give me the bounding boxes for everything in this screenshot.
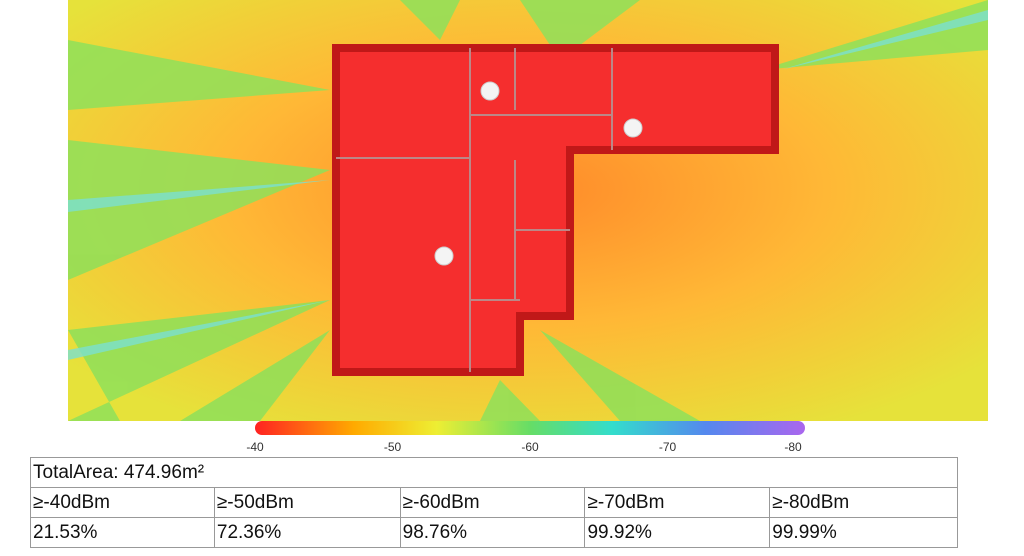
total-area: TotalArea: 474.96m²	[30, 457, 958, 488]
colorbar	[255, 421, 805, 435]
table-cell: 99.99%	[769, 517, 958, 548]
colorbar-tick-label: -70	[659, 440, 677, 454]
table-cell: 21.53%	[30, 517, 215, 548]
weak-zones	[68, 0, 988, 421]
table-cell: ≥-60dBm	[399, 487, 586, 518]
table-cell: ≥-40dBm	[30, 487, 215, 518]
header-row: ≥-40dBm ≥-50dBm ≥-60dBm ≥-70dBm ≥-80dBm	[30, 487, 958, 518]
floor-plan	[332, 44, 779, 376]
colorbar-tick-label: -40	[246, 440, 264, 454]
table-cell: 98.76%	[399, 517, 586, 548]
table-cell: ≥-50dBm	[213, 487, 401, 518]
heatmap: -40 -50 -60 -70 -80	[68, 0, 988, 454]
value-row: 21.53% 72.36% 98.76% 99.92% 99.99%	[30, 517, 958, 548]
colorbar-tick-label: -80	[784, 440, 802, 454]
coverage-table: TotalArea: 474.96m² ≥-40dBm ≥-50dBm ≥-60dB…	[30, 457, 958, 548]
walls	[336, 48, 613, 372]
colorbar-tick-label: -50	[384, 440, 402, 454]
caption-row: TotalArea: 474.96m²	[30, 457, 958, 488]
colorbar-tick-label: -60	[521, 440, 539, 454]
table-cell: 72.36%	[213, 517, 401, 548]
table-cell: ≥-80dBm	[769, 487, 958, 518]
access-points	[434, 81, 643, 266]
cyan-rays	[68, 10, 988, 360]
table-cell: 99.92%	[584, 517, 771, 548]
table-cell: ≥-70dBm	[584, 487, 771, 518]
